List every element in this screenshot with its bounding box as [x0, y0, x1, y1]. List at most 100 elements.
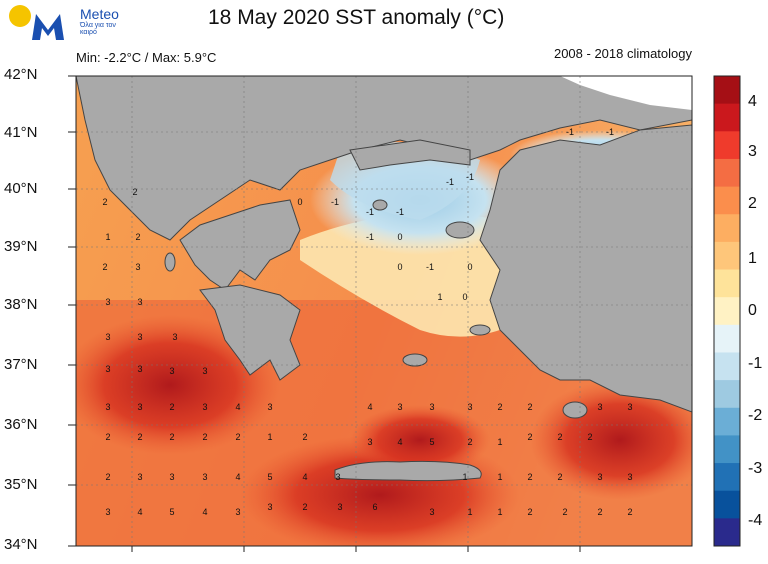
colorbar-segment: [714, 490, 740, 519]
lat-label-34: 34°N: [4, 536, 38, 553]
anomaly-value-label: -1: [466, 172, 474, 182]
anomaly-value-label: 3: [137, 332, 142, 342]
anomaly-value-label: 2: [597, 507, 602, 517]
anomaly-value-label: 3: [169, 472, 174, 482]
anomaly-value-label: 3: [137, 297, 142, 307]
anomaly-value-label: 2: [169, 432, 174, 442]
colorbar-segment: [714, 76, 740, 105]
anomaly-value-label: 3: [202, 472, 207, 482]
gridlines: [76, 76, 692, 546]
anomaly-value-label: 2: [169, 402, 174, 412]
anomaly-value-label: 2: [562, 507, 567, 517]
colorbar-segment: [714, 518, 740, 547]
min-max-text: Min: -2.2°C / Max: 5.9°C: [76, 50, 217, 65]
lat-label-42: 42°N: [4, 66, 38, 83]
anomaly-value-label: 2: [527, 472, 532, 482]
cb-label-neg4: -4: [748, 512, 763, 529]
anomaly-value-label: -1: [606, 127, 614, 137]
climatology-text: 2008 - 2018 climatology: [553, 46, 692, 61]
anomaly-value-label: 2: [132, 187, 137, 197]
lat-label-36: 36°N: [4, 416, 38, 433]
thrace-coast: [349, 139, 471, 171]
anomaly-value-label: 4: [137, 507, 142, 517]
anomaly-value-label: 2: [105, 432, 110, 442]
colorbar-segment: [714, 324, 740, 353]
colorbar-segment: [714, 131, 740, 160]
colorbar-segment: [714, 435, 740, 464]
anomaly-value-label: 2: [497, 402, 502, 412]
anomaly-value-label: 3: [467, 402, 472, 412]
anomaly-value-label: 3: [267, 502, 272, 512]
brand-name: Meteo: [80, 6, 119, 22]
anomaly-value-label: 6: [372, 502, 377, 512]
colorbar-segment: [714, 158, 740, 188]
anomaly-value-label: 2: [202, 432, 207, 442]
colorbar: [713, 75, 741, 547]
cb-label-3: 3: [748, 143, 757, 160]
anomaly-value-label: 4: [367, 402, 372, 412]
anomaly-value-label: 3: [397, 402, 402, 412]
lat-label-37: 37°N: [4, 356, 38, 373]
island-samos: [469, 324, 491, 336]
anomaly-value-label: 1: [497, 472, 502, 482]
anomaly-value-label: 5: [429, 437, 434, 447]
anomaly-value-label: 3: [172, 332, 177, 342]
cb-label-4: 4: [748, 93, 757, 110]
anomaly-value-label: 2: [302, 502, 307, 512]
meteo-logo: [6, 4, 136, 44]
anomaly-value-label: 3: [105, 402, 110, 412]
anomaly-value-label: 3: [105, 297, 110, 307]
anomaly-value-label: 3: [597, 472, 602, 482]
anomaly-value-label: 2: [102, 262, 107, 272]
colorbar-segment: [714, 214, 740, 243]
colorbar-segment: [714, 103, 740, 132]
colorbar-segment: [714, 186, 740, 215]
anomaly-value-label: 2: [135, 232, 140, 242]
cb-label-2: 2: [748, 195, 757, 212]
peloponnese: [199, 284, 301, 381]
colorbar-segment: [714, 407, 740, 436]
anomaly-value-label: 4: [397, 437, 402, 447]
anomaly-value-label: 2: [102, 197, 107, 207]
anomaly-value-label: 2: [137, 432, 142, 442]
anomaly-value-label: 1: [467, 507, 472, 517]
anomaly-value-label: 3: [202, 366, 207, 376]
lat-label-41: 41°N: [4, 124, 38, 141]
crete-island: [334, 460, 482, 482]
axis-ticks: [68, 75, 581, 552]
anomaly-value-label: -1: [446, 177, 454, 187]
anomaly-value-label: 1: [267, 432, 272, 442]
anomaly-value-label: 4: [302, 472, 307, 482]
cb-label-0: 0: [748, 302, 757, 319]
anomaly-value-label: 3: [429, 402, 434, 412]
anomaly-value-label: 3: [267, 402, 272, 412]
anomaly-value-label: 3: [337, 502, 342, 512]
cretan-hotspot: [350, 405, 490, 475]
anomaly-value-label: 1: [462, 472, 467, 482]
anomaly-value-label: 3: [135, 262, 140, 272]
anomaly-value-label: 2: [527, 402, 532, 412]
island-naxos: [402, 353, 428, 367]
anomaly-value-label: 3: [105, 332, 110, 342]
island-lemnos: [372, 199, 388, 211]
cb-label-neg1: -1: [748, 355, 763, 372]
anomaly-value-label: 0: [397, 262, 402, 272]
sun-m-logo-icon: [9, 5, 64, 40]
anomaly-value-label: 1: [437, 292, 442, 302]
lat-label-38: 38°N: [4, 296, 38, 313]
anomaly-value-label: 2: [467, 437, 472, 447]
island-rhodes: [562, 401, 588, 419]
colorbar-segment: [714, 463, 740, 492]
anomaly-value-label: -1: [396, 207, 404, 217]
anomaly-value-label: 0: [297, 197, 302, 207]
anomaly-value-label: 0: [467, 262, 472, 272]
anomaly-value-label: 3: [169, 366, 174, 376]
anomaly-value-label: 3: [235, 507, 240, 517]
anomaly-value-label: 2: [527, 432, 532, 442]
cb-label-neg2: -2: [748, 407, 763, 424]
anomaly-value-label: 4: [235, 402, 240, 412]
cb-label-1: 1: [748, 250, 757, 267]
lat-label-39: 39°N: [4, 238, 38, 255]
anomaly-value-label: 1: [105, 232, 110, 242]
greece-mainland: [179, 199, 301, 291]
